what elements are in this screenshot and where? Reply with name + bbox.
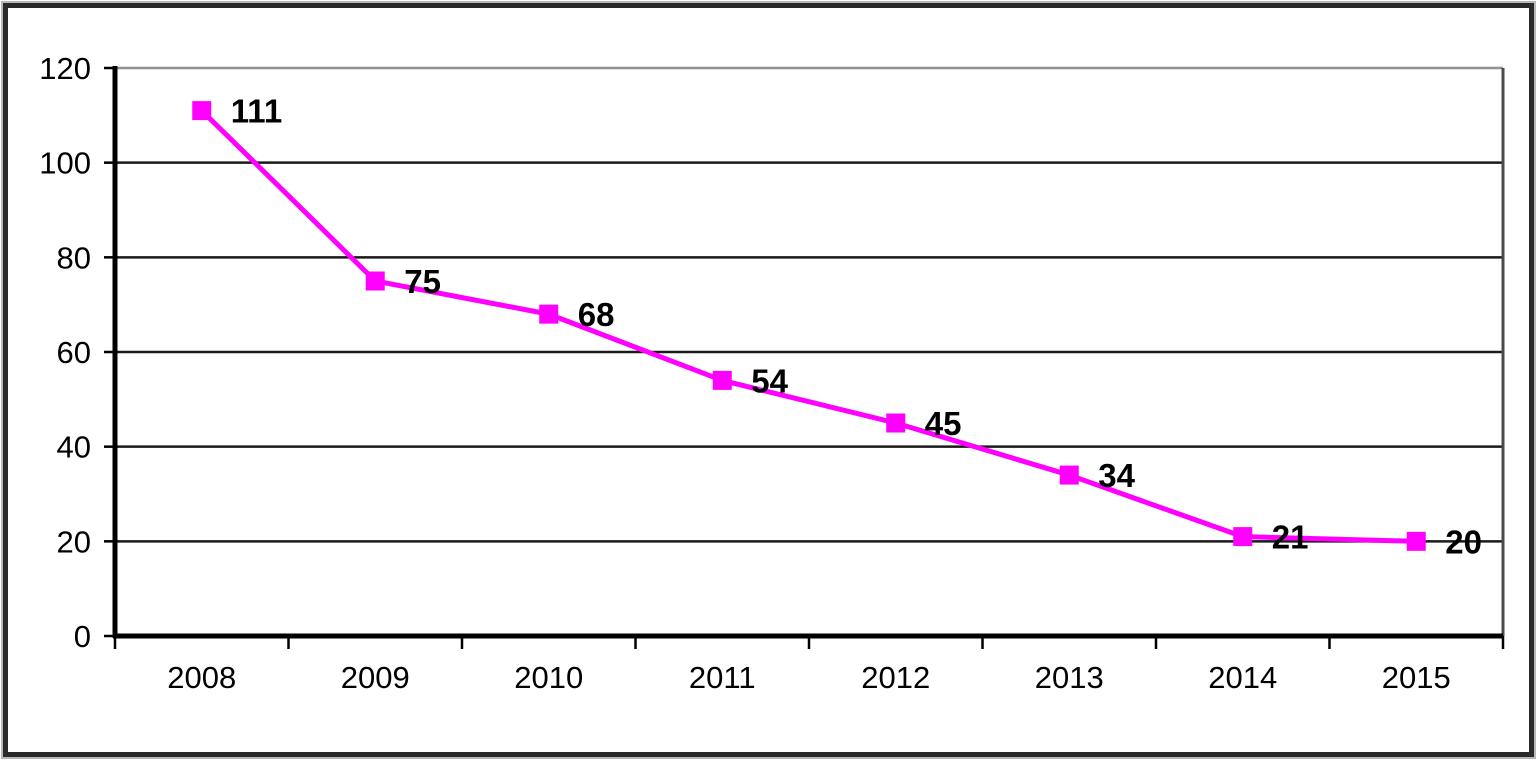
data-point-label: 75 xyxy=(404,263,441,300)
data-point-marker xyxy=(886,413,906,433)
data-point-marker xyxy=(365,271,385,291)
data-point-marker xyxy=(1406,531,1426,551)
data-point-marker xyxy=(1059,465,1079,485)
x-tick-label: 2014 xyxy=(1208,660,1277,695)
y-tick-label: 40 xyxy=(57,430,91,465)
data-point-label: 68 xyxy=(578,296,615,333)
data-point-marker xyxy=(192,101,212,121)
x-tick-label: 2008 xyxy=(167,660,236,695)
y-tick-label: 100 xyxy=(39,146,91,181)
data-point-label: 45 xyxy=(925,405,962,442)
data-point-label: 21 xyxy=(1272,519,1309,556)
data-point-label: 34 xyxy=(1098,457,1135,494)
data-point-marker xyxy=(712,370,732,390)
x-tick-label: 2013 xyxy=(1035,660,1104,695)
data-point-marker xyxy=(539,304,559,324)
y-tick-label: 120 xyxy=(39,51,91,86)
y-tick-label: 60 xyxy=(57,335,91,370)
data-point-label: 54 xyxy=(751,362,788,399)
data-point-label: 111 xyxy=(231,93,282,130)
y-tick-label: 80 xyxy=(57,240,91,275)
data-point-label: 20 xyxy=(1445,523,1482,560)
y-tick-label: 20 xyxy=(57,524,91,559)
x-tick-label: 2010 xyxy=(514,660,583,695)
data-point-marker xyxy=(1233,527,1253,547)
x-tick-label: 2015 xyxy=(1382,660,1451,695)
x-tick-label: 2009 xyxy=(341,660,410,695)
x-tick-label: 2011 xyxy=(689,660,756,695)
x-tick-label: 2012 xyxy=(861,660,930,695)
y-tick-label: 0 xyxy=(74,619,91,654)
data-series-line xyxy=(199,108,1419,544)
